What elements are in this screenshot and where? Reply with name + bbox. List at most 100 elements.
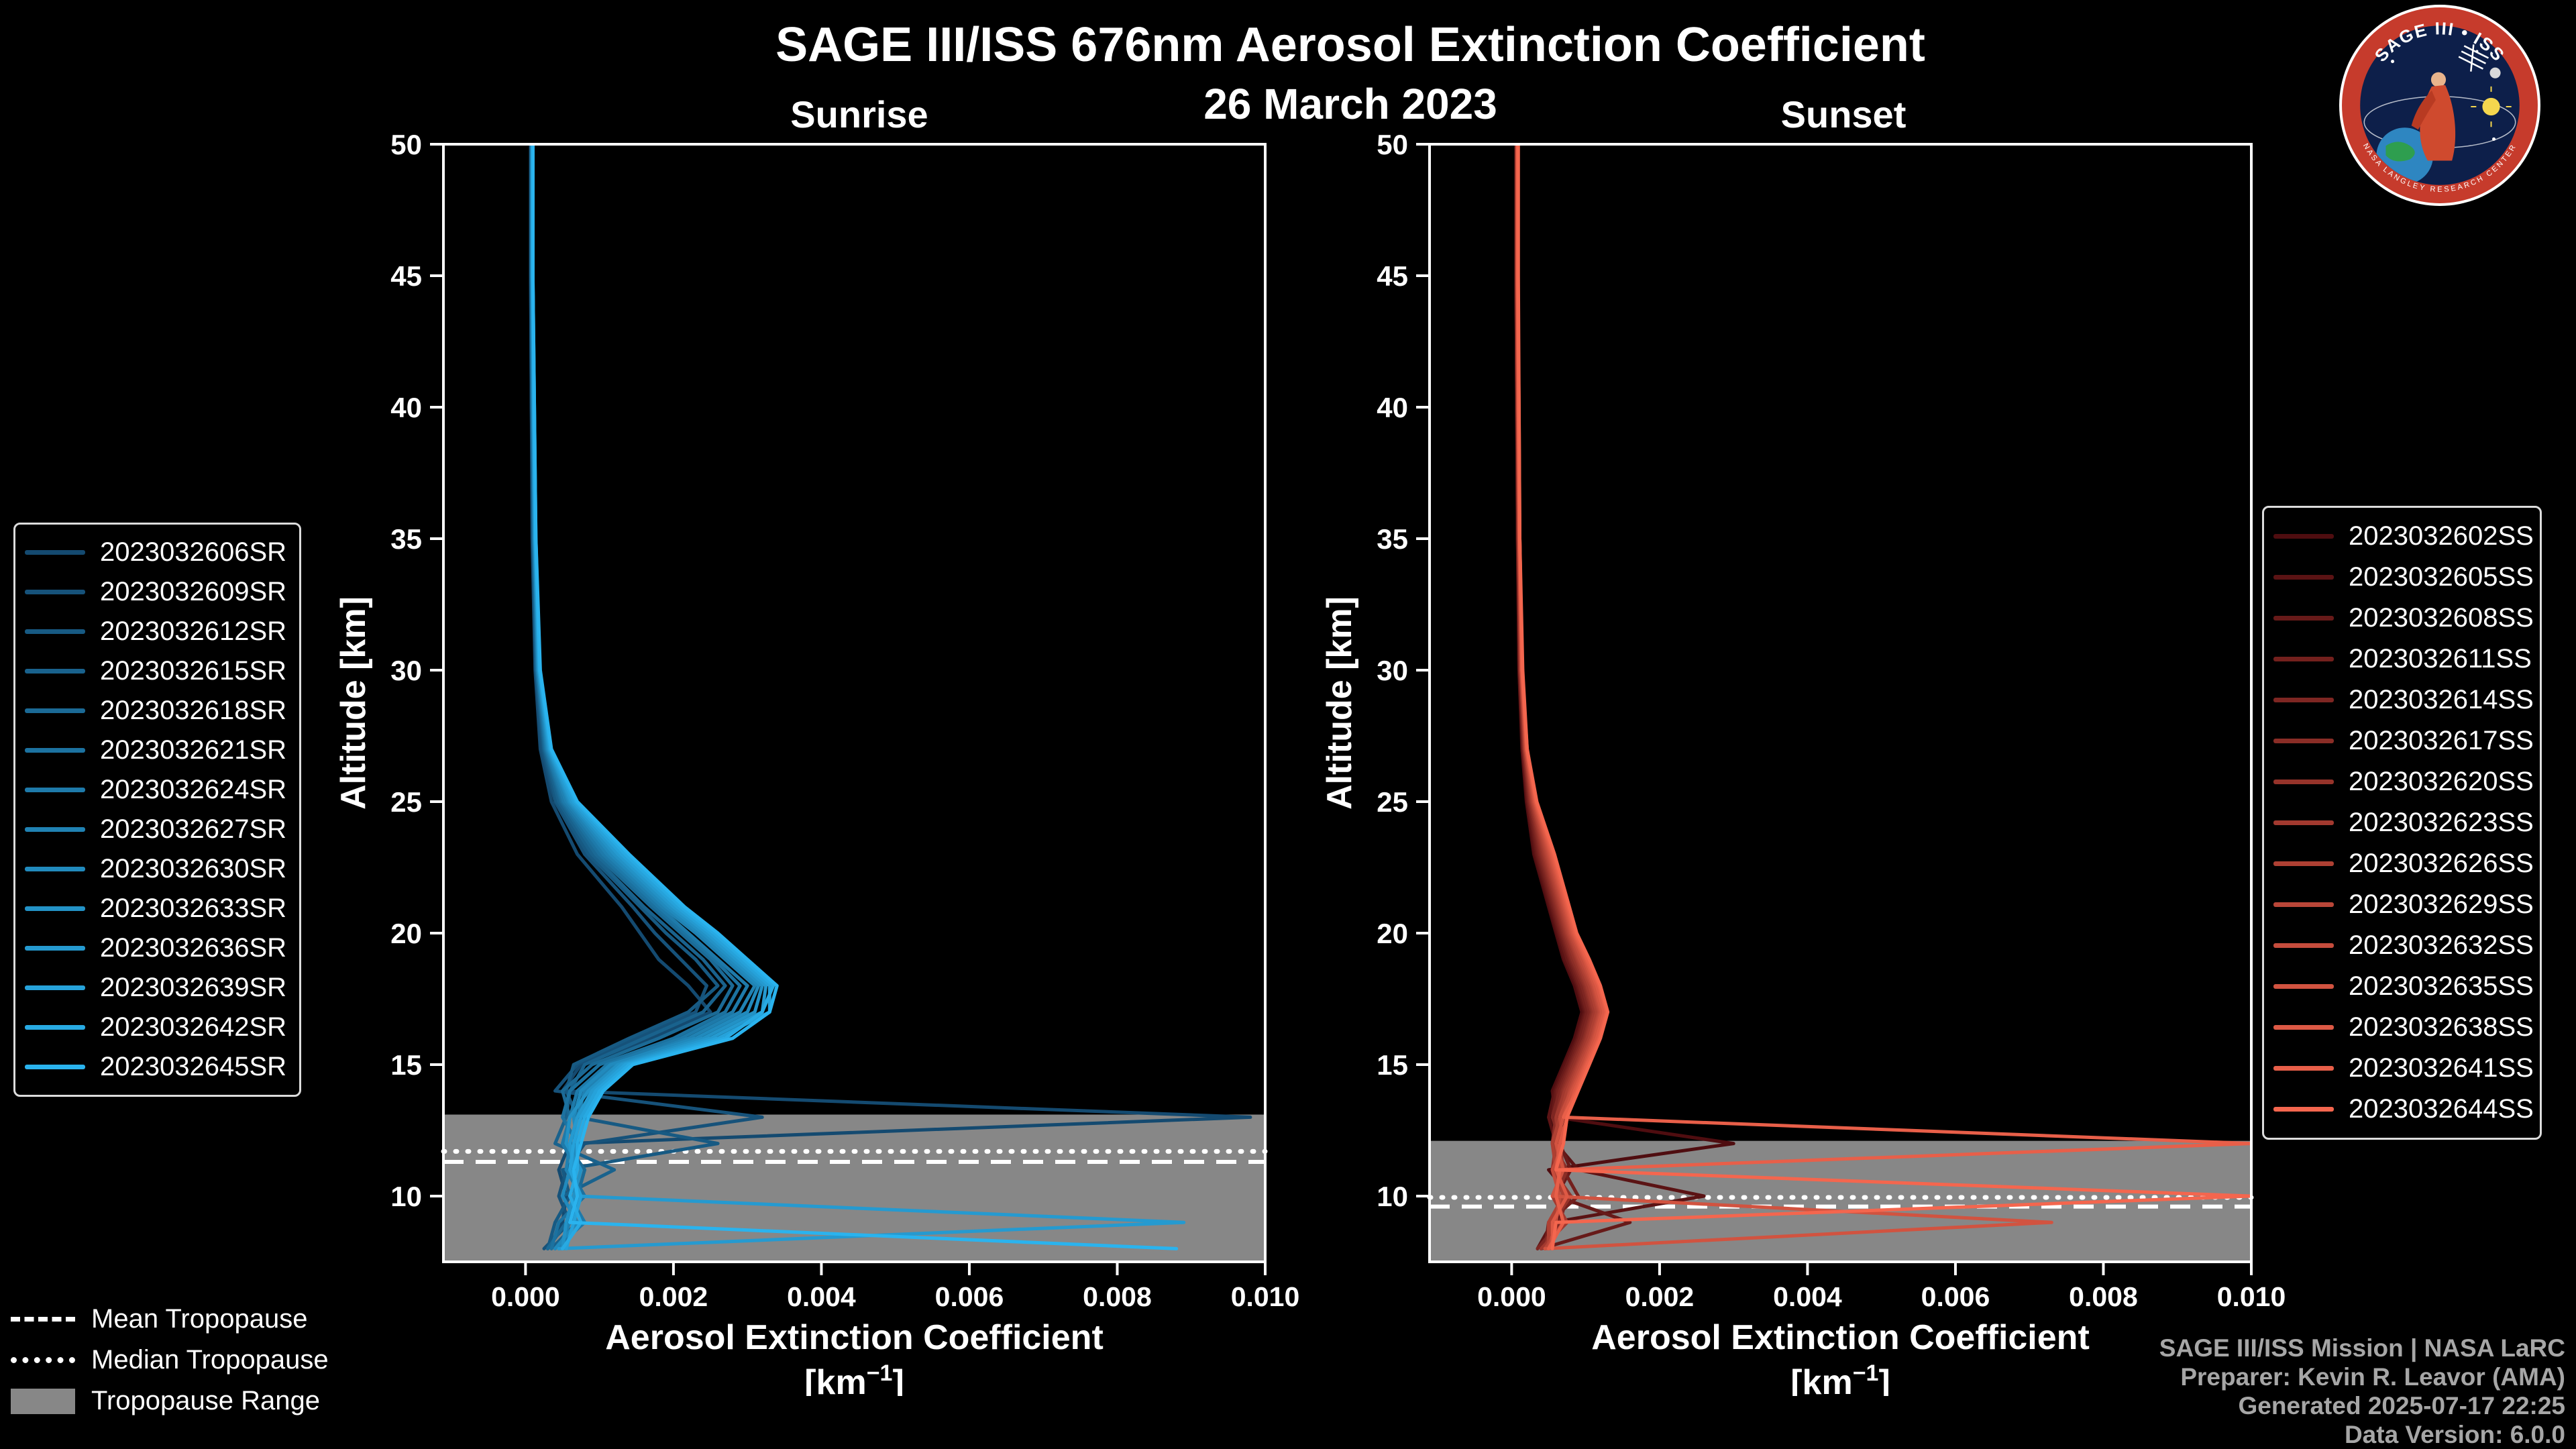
legend-label: 2023032627SR bbox=[100, 814, 287, 844]
legend-item-2023032639SR: 2023032639SR bbox=[25, 968, 299, 1008]
svg-text:0.010: 0.010 bbox=[2217, 1281, 2286, 1312]
legend-label: 2023032609SR bbox=[100, 577, 287, 606]
legend-label: 2023032606SR bbox=[100, 537, 287, 567]
median-tropopause-label: Median Tropopause bbox=[91, 1345, 329, 1375]
legend-item-2023032605SS: 2023032605SS bbox=[2273, 557, 2540, 598]
svg-text:0.006: 0.006 bbox=[1921, 1281, 1990, 1312]
legend-color-line bbox=[2273, 1066, 2334, 1071]
legend-label: 2023032602SS bbox=[2349, 521, 2534, 551]
y-axis-label: Altitude [km] bbox=[334, 596, 373, 810]
svg-text:0.000: 0.000 bbox=[1477, 1281, 1546, 1312]
svg-text:45: 45 bbox=[1377, 260, 1408, 292]
svg-text:15: 15 bbox=[1377, 1049, 1408, 1081]
legend-label: 2023032644SS bbox=[2349, 1094, 2534, 1124]
legend-item-2023032608SS: 2023032608SS bbox=[2273, 598, 2540, 639]
svg-text:0.006: 0.006 bbox=[935, 1281, 1004, 1312]
sunset-panel-title: Sunset bbox=[1780, 93, 1907, 136]
sunrise-legend: 2023032606SR 2023032609SR 2023032612SR 2023… bbox=[13, 523, 301, 1097]
svg-text:10: 10 bbox=[1377, 1181, 1408, 1212]
tropopause-range-legend-item: Tropopause Range bbox=[11, 1381, 329, 1421]
svg-text:25: 25 bbox=[1377, 786, 1408, 818]
legend-color-line bbox=[25, 867, 85, 871]
legend-color-line bbox=[25, 590, 85, 594]
legend-label: 2023032638SS bbox=[2349, 1012, 2534, 1042]
legend-color-line bbox=[25, 1025, 85, 1030]
credit-generated: Generated 2025-07-17 22:25 bbox=[2238, 1392, 2565, 1419]
legend-item-2023032606SR: 2023032606SR bbox=[25, 533, 299, 572]
x-axis: 0.000 0.002 0.004 0.006 0.008 0.010 bbox=[1477, 1262, 2286, 1312]
legend-item-2023032624SR: 2023032624SR bbox=[25, 770, 299, 810]
svg-text:50: 50 bbox=[1377, 129, 1408, 160]
figure-head bbox=[2430, 72, 2447, 87]
legend-color-line bbox=[2273, 698, 2334, 702]
legend-item-2023032641SS: 2023032641SS bbox=[2273, 1048, 2540, 1089]
legend-color-line bbox=[2273, 861, 2334, 866]
legend-color-line bbox=[2273, 1107, 2334, 1112]
legend-item-2023032620SS: 2023032620SS bbox=[2273, 761, 2540, 802]
series-line-2023032612SR bbox=[529, 144, 720, 1250]
legend-item-2023032618SR: 2023032618SR bbox=[25, 691, 299, 731]
legend-color-line bbox=[2273, 657, 2334, 661]
legend-label: 2023032641SS bbox=[2349, 1053, 2534, 1083]
legend-color-line bbox=[2273, 820, 2334, 825]
svg-text:0.002: 0.002 bbox=[639, 1281, 708, 1312]
legend-item-2023032633SR: 2023032633SR bbox=[25, 889, 299, 928]
iss-sketch bbox=[2458, 44, 2489, 72]
legend-item-2023032626SS: 2023032626SS bbox=[2273, 843, 2540, 884]
legend-item-2023032627SR: 2023032627SR bbox=[25, 810, 299, 849]
legend-label: 2023032614SS bbox=[2349, 685, 2534, 714]
legend-item-2023032636SR: 2023032636SR bbox=[25, 928, 299, 968]
legend-label: 2023032629SS bbox=[2349, 890, 2534, 919]
series-line-2023032636SR bbox=[531, 144, 1186, 1250]
legend-item-2023032645SR: 2023032645SR bbox=[25, 1047, 299, 1087]
svg-text:0.010: 0.010 bbox=[1231, 1281, 1300, 1312]
tropopause-range-patch-sample bbox=[11, 1388, 75, 1414]
series-line-2023032609SR bbox=[529, 144, 764, 1250]
credit-preparer: Preparer: Kevin R. Leavor (AMA) bbox=[2180, 1363, 2565, 1391]
legend-color-line bbox=[25, 788, 85, 792]
svg-text:50: 50 bbox=[390, 129, 422, 160]
legend-color-line bbox=[25, 708, 85, 713]
plot-border bbox=[1428, 143, 2253, 1263]
legend-label: 2023032605SS bbox=[2349, 562, 2534, 592]
legend-color-line bbox=[2273, 739, 2334, 743]
legend-color-line bbox=[2273, 902, 2334, 907]
svg-text:40: 40 bbox=[390, 392, 422, 423]
legend-color-line bbox=[25, 748, 85, 753]
legend-label: 2023032612SR bbox=[100, 616, 287, 646]
legend-label: 2023032633SR bbox=[100, 894, 287, 923]
legend-color-line bbox=[25, 1065, 85, 1069]
series-line-2023032605SS bbox=[1514, 144, 1706, 1250]
svg-text:25: 25 bbox=[390, 786, 422, 818]
legend-color-line bbox=[25, 827, 85, 832]
legend-label: 2023032618SR bbox=[100, 696, 287, 725]
credit-mission: SAGE III/ISS Mission | NASA LaRC bbox=[2159, 1334, 2565, 1362]
y-axis: 10 15 20 25 30 35 40 45 50 bbox=[1377, 129, 1430, 1212]
legend-label: 2023032626SS bbox=[2349, 849, 2534, 878]
series-line-2023032624SR bbox=[530, 144, 749, 1250]
sunrise-panel-title: Sunrise bbox=[790, 93, 928, 136]
x-axis-label: Aerosol Extinction Coefficient bbox=[605, 1318, 1104, 1357]
profile-lines bbox=[529, 144, 1252, 1250]
series-line-2023032645SR bbox=[531, 144, 1179, 1250]
legend-item-2023032617SS: 2023032617SS bbox=[2273, 720, 2540, 761]
legend-label: 2023032621SR bbox=[100, 735, 287, 765]
y-axis-label: Altitude [km] bbox=[1320, 596, 1359, 810]
legend-item-2023032630SR: 2023032630SR bbox=[25, 849, 299, 889]
moon bbox=[2489, 67, 2501, 78]
sunset-chart: 10 15 20 25 30 35 40 45 50 0.000 0.002 0.004 0.006 0.… bbox=[1309, 127, 2292, 1402]
legend-item-2023032602SS: 2023032602SS bbox=[2273, 516, 2540, 557]
sun bbox=[2482, 97, 2500, 116]
tropopause-legend: Mean Tropopause Median Tropopause Tropop… bbox=[11, 1299, 329, 1421]
legend-label: 2023032615SR bbox=[100, 656, 287, 686]
legend-label: 2023032608SS bbox=[2349, 603, 2534, 633]
tropopause-range-label: Tropopause Range bbox=[91, 1386, 320, 1415]
legend-item-2023032621SR: 2023032621SR bbox=[25, 731, 299, 770]
legend-label: 2023032617SS bbox=[2349, 726, 2534, 755]
x-axis: 0.000 0.002 0.004 0.006 0.008 0.010 bbox=[491, 1262, 1299, 1312]
legend-color-line bbox=[2273, 534, 2334, 539]
svg-text:30: 30 bbox=[1377, 655, 1408, 686]
series-line-2023032644SS bbox=[1516, 144, 2251, 1250]
